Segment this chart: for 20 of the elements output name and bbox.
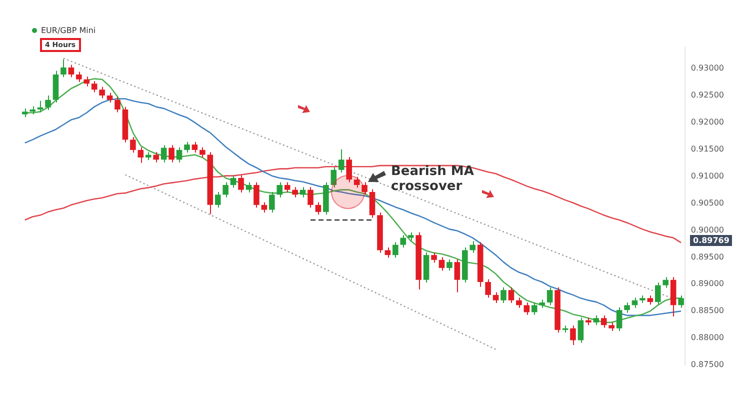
y-tick-label: 0.90500 [690, 198, 724, 208]
y-tick-label: 0.87500 [690, 360, 724, 370]
y-tick-label: 0.92500 [690, 90, 724, 100]
y-tick-label: 0.93000 [690, 64, 724, 73]
candlestick [593, 314, 600, 326]
y-tick-label: 0.91000 [690, 171, 724, 180]
candlestick [22, 108, 28, 118]
text: 0.89769 [690, 235, 732, 246]
y-tick-label: 0.91500 [690, 144, 724, 154]
y-tick-label: 0.92000 [690, 118, 724, 127]
candlestick [608, 322, 614, 332]
candlestick [408, 232, 414, 241]
y-tick-label: 0.89000 [690, 279, 724, 288]
annotation: Bearish MA crossover [391, 164, 475, 194]
y-tick-label: 0.89500 [690, 252, 724, 262]
y-tick-label: 0.88000 [690, 333, 724, 342]
chart-title: EUR/GBP Mini [41, 26, 96, 35]
y-tick-label: 0.90000 [690, 225, 724, 234]
y-tick-label: 0.88500 [690, 306, 724, 316]
candlestick [640, 294, 646, 304]
